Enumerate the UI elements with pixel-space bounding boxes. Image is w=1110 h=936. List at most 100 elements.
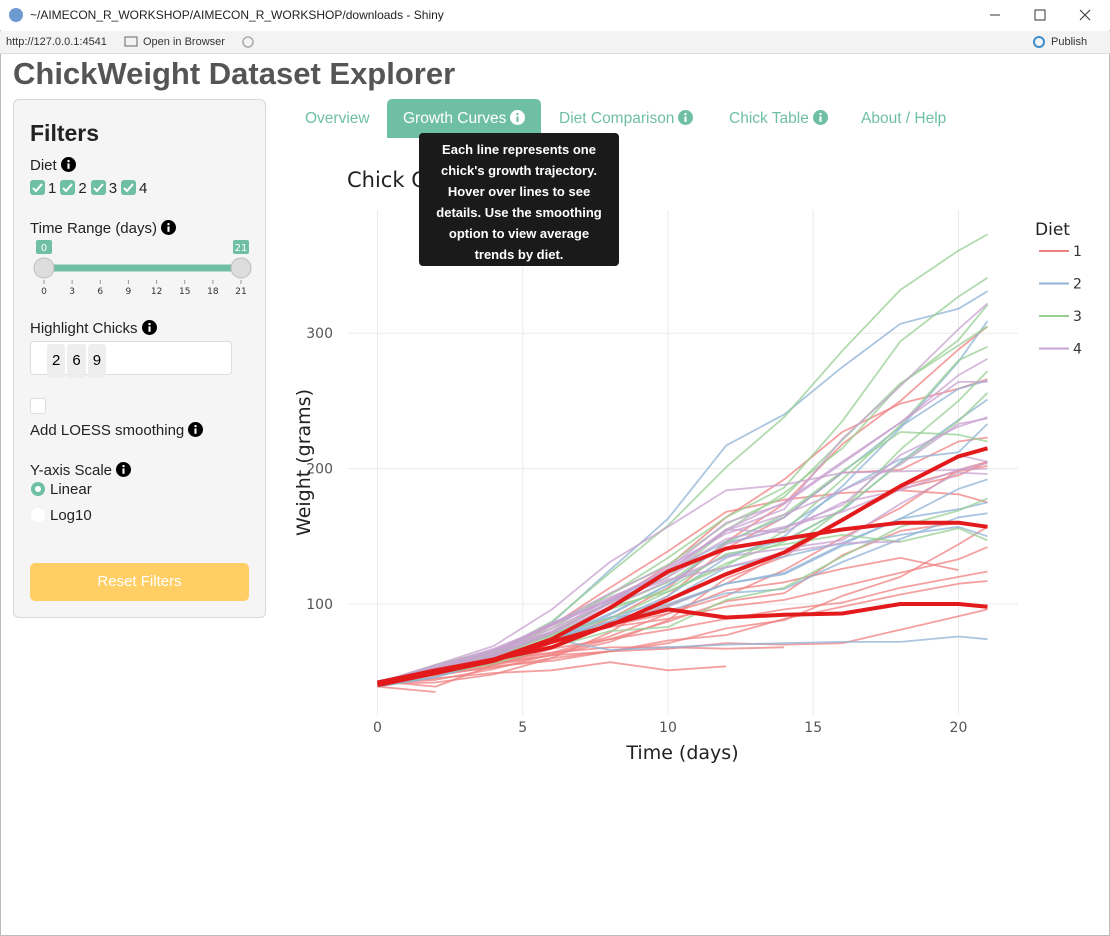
- tooltip: Each line represents one chick's growth …: [419, 133, 619, 266]
- time-label-text: Time Range (days): [30, 220, 157, 237]
- highlight-label-text: Highlight Chicks: [30, 320, 138, 337]
- chick-line: [377, 320, 989, 688]
- info-icon[interactable]: [188, 422, 204, 437]
- chick-line: [377, 276, 988, 685]
- x-tick-label: 0: [373, 720, 382, 736]
- scale-label: Y-axis Scale: [30, 462, 131, 479]
- checkbox-label: 4: [139, 180, 148, 197]
- info-icon[interactable]: [161, 220, 176, 235]
- legend-title: Diet: [1035, 220, 1070, 240]
- slider-handle[interactable]: [230, 257, 252, 279]
- time-slider[interactable]: 0 21 0 3 6 9 12 15 18 21: [24, 238, 254, 300]
- diet-checkbox[interactable]: 4: [121, 180, 147, 197]
- chick-line: [377, 416, 988, 687]
- info-icon[interactable]: [678, 110, 694, 125]
- chip: 6: [67, 344, 86, 378]
- highlight-label: Highlight Chicks: [30, 320, 157, 337]
- reset-button[interactable]: Reset Filters: [30, 563, 249, 601]
- info-icon[interactable]: [812, 110, 828, 125]
- chick-line: [377, 661, 727, 685]
- diet-checkbox[interactable]: 1: [30, 180, 56, 197]
- browser-icon: [124, 36, 138, 47]
- checkbox-box: [60, 180, 76, 195]
- legend-label: 3: [1073, 309, 1082, 325]
- y-tick-label: 100: [306, 597, 333, 613]
- info-icon[interactable]: [510, 110, 526, 125]
- checkbox-box: [121, 180, 137, 195]
- time-label: Time Range (days): [30, 220, 176, 237]
- app-icon: [9, 8, 23, 22]
- open-in-browser[interactable]: Open in Browser: [143, 36, 225, 48]
- info-icon[interactable]: [141, 320, 157, 335]
- diet-label-text: Diet: [30, 157, 57, 174]
- diet-label: Diet: [30, 157, 76, 174]
- tab[interactable]: Chick Table: [729, 109, 828, 129]
- scale-label-text: Y-axis Scale: [30, 462, 112, 479]
- slider-tick-label: 12: [151, 287, 162, 297]
- window-controls[interactable]: [980, 6, 1105, 24]
- tab[interactable]: Growth Curves: [387, 99, 542, 138]
- diet-checkbox[interactable]: 2: [60, 180, 87, 197]
- checkbox-label: 3: [108, 180, 118, 197]
- slider-tick-label: 0: [41, 287, 47, 297]
- option: Log10: [50, 507, 92, 524]
- radio-selected[interactable]: [30, 481, 46, 497]
- diet-checkbox[interactable]: 3: [90, 180, 118, 197]
- slider-value: 0: [41, 243, 47, 254]
- tab[interactable]: About / Help: [861, 109, 946, 129]
- info-icon[interactable]: [60, 157, 76, 172]
- chick-line: [377, 417, 988, 687]
- chick-line: [377, 526, 988, 683]
- tab-label: Growth Curves: [403, 110, 507, 127]
- tab-label: Chick Table: [729, 110, 809, 127]
- loess-checkbox[interactable]: [30, 398, 46, 414]
- x-axis-title: Time (days): [625, 742, 738, 764]
- refresh-icon[interactable]: [241, 35, 255, 49]
- chip: 2: [47, 344, 66, 378]
- y-axis-title: Weight (grams): [293, 389, 315, 536]
- address-bar: http://127.0.0.1:4541 Open in Browser Pu…: [0, 31, 1110, 54]
- option: Linear: [50, 481, 92, 498]
- checkbox-label: 1: [48, 180, 57, 197]
- checkbox-label: 2: [78, 180, 87, 197]
- slider-tick-label: 21: [235, 287, 246, 297]
- tab[interactable]: Overview: [305, 109, 370, 129]
- tab-label: About / Help: [861, 110, 947, 127]
- slider-value: 21: [235, 243, 248, 254]
- chip: 9: [87, 344, 107, 378]
- tooltip-text: Each line represents one chick's growth …: [436, 142, 602, 262]
- checkbox-box: [90, 180, 106, 195]
- slider-value-bg: [36, 240, 52, 254]
- chick-line: [377, 685, 436, 693]
- scale-linear[interactable]: Linear: [30, 481, 92, 498]
- tab-label: Overview: [305, 110, 370, 127]
- slider-tick-label: 3: [69, 287, 75, 297]
- highlighted-chick-line: [377, 602, 988, 685]
- scale-log[interactable]: Log10: [30, 507, 92, 524]
- slider-handle[interactable]: [33, 257, 55, 279]
- x-tick-label: 10: [659, 720, 677, 736]
- chick-line: [377, 381, 988, 685]
- tab[interactable]: Diet Comparison: [559, 109, 694, 129]
- chick-line: [377, 467, 988, 684]
- checkbox-box: [30, 180, 45, 195]
- legend-label: 4: [1073, 342, 1082, 358]
- diet-options: 1 2 3 4: [30, 180, 151, 197]
- legend-label: 2: [1073, 277, 1082, 293]
- info-icon[interactable]: [116, 462, 131, 477]
- radio[interactable]: [30, 507, 46, 523]
- chick-line: [377, 570, 988, 685]
- publish-icon: [1033, 36, 1045, 48]
- slider-tick-label: 15: [179, 287, 190, 297]
- url: http://127.0.0.1:4541: [6, 36, 107, 48]
- y-tick-label: 200: [306, 462, 333, 478]
- x-tick-label: 15: [804, 720, 822, 736]
- publish[interactable]: Publish: [1051, 36, 1088, 48]
- x-tick-label: 5: [518, 720, 527, 736]
- chart: Chick Growth Trajectories100200300051015…: [293, 168, 1082, 764]
- app-title: ChickWeight Dataset Explorer: [13, 56, 456, 91]
- loess-label-text: Add LOESS smoothing: [30, 422, 185, 439]
